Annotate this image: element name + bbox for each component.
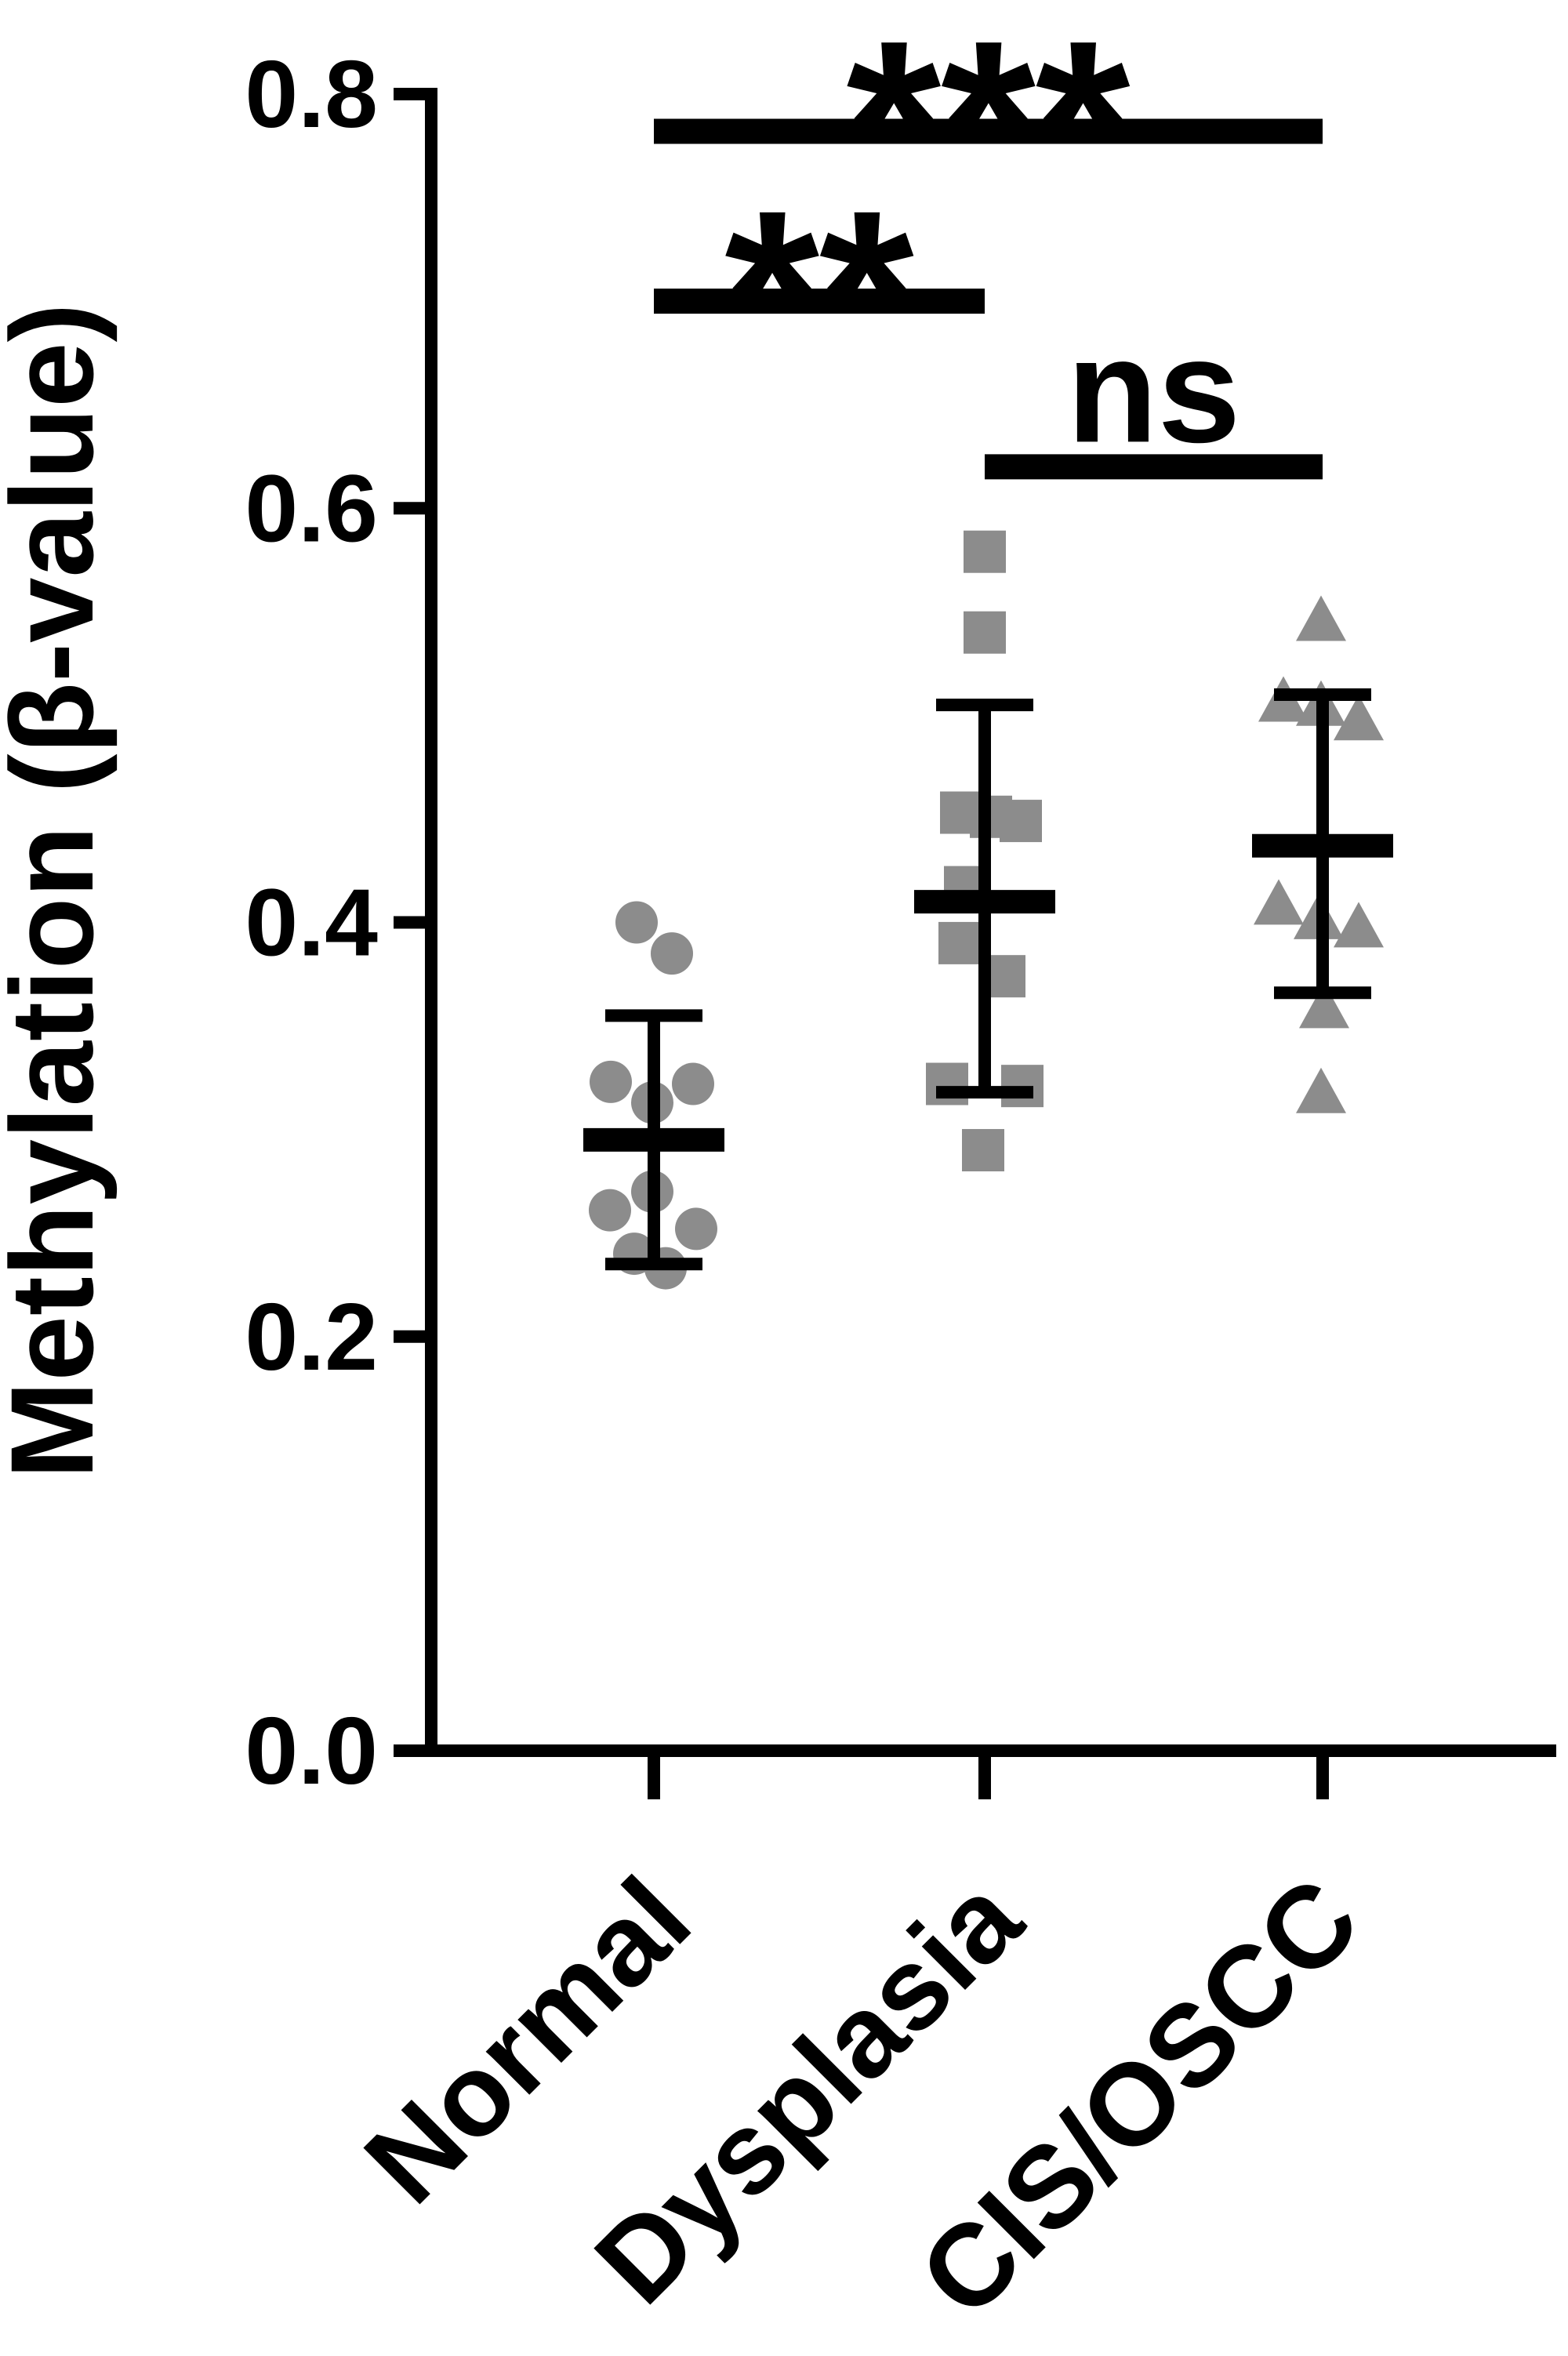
data-point — [1334, 695, 1384, 741]
y-tick-label: 0.2 — [245, 1283, 378, 1390]
data-point — [964, 530, 1006, 573]
data-point — [675, 1207, 717, 1251]
sig-label: ** — [724, 159, 914, 431]
data-point — [964, 611, 1006, 654]
data-point — [1334, 902, 1384, 948]
data-point — [1296, 1067, 1346, 1113]
data-point — [938, 921, 981, 964]
data-point — [1296, 595, 1346, 641]
y-axis-title: Methylation (β-value) — [0, 303, 118, 1479]
data-point — [651, 932, 693, 975]
data-point — [590, 1060, 632, 1103]
data-point — [1299, 982, 1349, 1029]
data-point — [615, 901, 658, 944]
data-point — [1000, 800, 1042, 843]
sig-label: *** — [847, 0, 1131, 262]
y-tick-label: 0.6 — [245, 455, 378, 561]
y-tick-label: 0.0 — [245, 1697, 378, 1804]
sig-label: ns — [1067, 307, 1241, 474]
data-point — [589, 1189, 631, 1232]
data-point — [962, 1129, 1004, 1172]
y-tick-label: 0.4 — [245, 869, 378, 976]
y-tick-label: 0.8 — [245, 41, 378, 147]
data-point — [926, 1062, 968, 1105]
data-point — [1254, 879, 1304, 925]
data-point — [672, 1062, 714, 1105]
